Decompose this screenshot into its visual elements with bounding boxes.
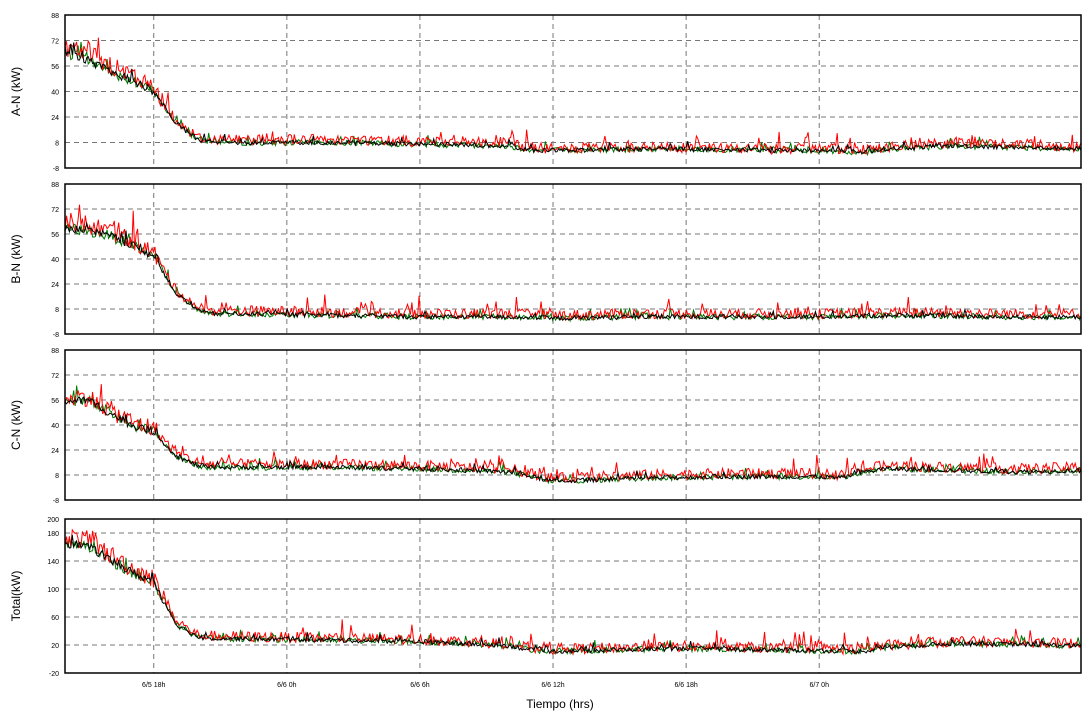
y-tick-label: 24 — [51, 282, 59, 289]
series-line-red — [64, 528, 1082, 656]
y-tick-label: 40 — [51, 423, 59, 430]
y-tick-label: -8 — [53, 332, 59, 339]
panel-1: -8 8 24 40 56 72 88 A-N (kW) — [9, 13, 1082, 173]
x-tick-labels: 6/5 18h 6/6 0h 6/6 6h 6/6 12h 6/6 18h 6/7 0h — [142, 682, 829, 689]
x-axis-label: Tiempo (hrs) — [526, 697, 594, 711]
panel-frame — [64, 349, 1082, 501]
y-tick-label: -20 — [49, 671, 59, 678]
y-tick-label: 8 — [55, 473, 59, 480]
series-line-black — [64, 221, 1082, 322]
panel-2: -8 8 24 40 56 72 88 B-N (kW) — [9, 182, 1082, 339]
panel-frame — [64, 14, 1082, 169]
y-tick-label: 200 — [47, 517, 59, 524]
y-tick-label: 140 — [47, 559, 59, 566]
y-tick-label: 40 — [51, 90, 59, 97]
y-tick-label: 72 — [51, 207, 59, 214]
series-line-green — [64, 41, 1082, 157]
y-tick-label: 20 — [51, 643, 59, 650]
y-tick-label: 100 — [47, 587, 59, 594]
series-line-green — [64, 221, 1082, 323]
y-tick-label: 24 — [51, 448, 59, 455]
y-tick-label: -8 — [53, 498, 59, 505]
y-tick-label: 8 — [55, 307, 59, 314]
y-tick-label: 56 — [51, 64, 59, 71]
y-axis-label: C-N (kW) — [9, 400, 23, 450]
y-tick-label: 88 — [51, 13, 59, 20]
y-axis-label: Total(kW) — [9, 571, 23, 622]
x-tick-label: 6/6 18h — [674, 682, 697, 689]
y-tick-label: 60 — [51, 615, 59, 622]
chart-panels: -8 8 24 40 56 72 88 A-N (kW) -8 8 24 40 56 72 88 B-N (k… — [9, 13, 1082, 678]
y-tick-label: 40 — [51, 257, 59, 264]
y-axis-label: B-N (kW) — [9, 234, 23, 283]
x-tick-label: 6/7 0h — [810, 682, 830, 689]
series-line-red — [64, 37, 1082, 156]
y-axis-label: A-N (kW) — [9, 67, 23, 116]
y-tick-label: -8 — [53, 166, 59, 173]
y-tick-label: 24 — [51, 115, 59, 122]
y-tick-label: 56 — [51, 232, 59, 239]
series-line-red — [64, 384, 1082, 484]
x-tick-label: 6/5 18h — [142, 682, 165, 689]
series-line-red — [64, 204, 1082, 322]
panel-3: -8 8 24 40 56 72 88 C-N (kW) — [9, 348, 1082, 505]
y-tick-label: 72 — [51, 39, 59, 46]
series-line-green — [64, 536, 1082, 656]
y-tick-label: 72 — [51, 373, 59, 380]
series-line-black — [65, 535, 1082, 655]
panel-frame — [64, 183, 1082, 335]
series-line-black — [64, 42, 1082, 155]
y-tick-label: 88 — [51, 182, 59, 189]
x-tick-label: 6/6 0h — [277, 682, 297, 689]
x-tick-label: 6/6 12h — [541, 682, 564, 689]
panel-frame — [64, 518, 1082, 674]
series-line-black — [64, 396, 1082, 484]
x-tick-label: 6/6 6h — [410, 682, 430, 689]
y-tick-label: 88 — [51, 348, 59, 355]
y-tick-label: 56 — [51, 398, 59, 405]
y-tick-label: 180 — [47, 531, 59, 538]
panel-4: -20 20 60 100 140 180 200 Total(kW) — [9, 517, 1082, 678]
y-tick-label: 8 — [55, 141, 59, 148]
